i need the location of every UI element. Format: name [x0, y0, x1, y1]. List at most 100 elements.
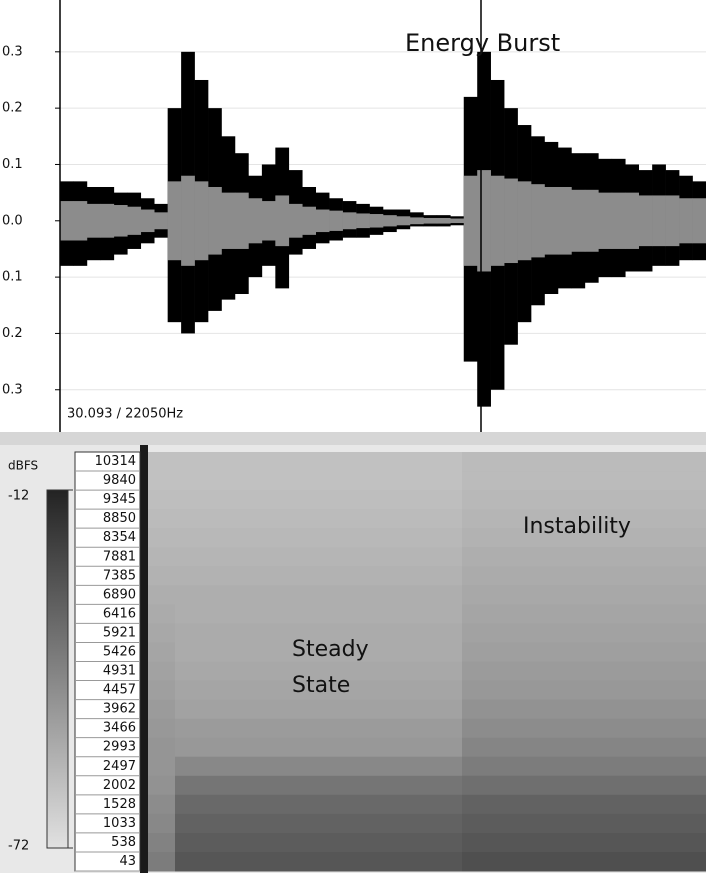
spectrogram-cell — [148, 718, 175, 739]
spectrogram-cell — [148, 661, 175, 682]
rms — [436, 217, 451, 224]
spectrogram-cell — [175, 775, 462, 796]
rms — [383, 215, 397, 227]
spectrogram-cell — [462, 794, 706, 815]
colorbar — [46, 489, 69, 849]
rms — [504, 178, 518, 264]
spectrogram-cell — [462, 471, 706, 491]
spectrogram-cell — [462, 585, 706, 605]
rms — [477, 170, 491, 272]
spectrogram-cell — [175, 680, 462, 701]
rms — [302, 206, 317, 235]
rms — [571, 189, 586, 252]
annotation: Steady — [292, 637, 369, 662]
spectrogram-cell — [462, 718, 706, 739]
spectrogram-cell — [175, 585, 462, 605]
spectrogram-cell — [462, 832, 706, 853]
spectrogram-cell — [175, 490, 462, 510]
spectrogram-cell — [175, 547, 462, 567]
frequency-label: 5921 — [103, 625, 136, 640]
rms — [100, 203, 115, 238]
annotation: State — [292, 673, 350, 698]
rms — [356, 213, 370, 229]
rms — [248, 198, 263, 244]
spectrogram-cell — [462, 680, 706, 701]
rms — [342, 212, 357, 230]
spectrogram-cell — [175, 832, 462, 853]
spectrogram-cell — [462, 452, 706, 472]
frequency-label: 538 — [111, 835, 136, 850]
rms — [463, 175, 478, 266]
colorbar-label: dBFS — [8, 459, 38, 473]
rms — [409, 217, 424, 225]
rms — [531, 184, 545, 258]
rms — [329, 210, 343, 231]
rms — [127, 206, 142, 235]
rms — [396, 216, 411, 226]
rms — [154, 212, 168, 230]
rms — [598, 192, 613, 249]
separator — [140, 445, 148, 873]
status: 30.093 / 22050Hz — [67, 407, 183, 422]
spectrogram-cell — [148, 680, 175, 701]
spectrogram-cell — [175, 794, 462, 815]
rms — [517, 181, 532, 261]
annotation: Energy Burst — [405, 29, 560, 57]
rms — [625, 192, 640, 249]
panel-divider — [0, 432, 706, 445]
spectrogram-cell — [462, 528, 706, 548]
spectrogram-cell — [462, 604, 706, 624]
frequency-label: 4931 — [103, 664, 136, 679]
spectrogram-cell — [148, 851, 175, 872]
spectrogram-cell — [462, 623, 706, 643]
rms — [638, 195, 653, 247]
rms — [234, 192, 249, 249]
spectrogram-cell — [462, 737, 706, 758]
spectrogram-cell — [148, 832, 175, 853]
rms — [167, 181, 182, 261]
spectrogram-cell — [175, 566, 462, 586]
frequency-label: 2002 — [103, 778, 136, 793]
rms — [60, 201, 74, 241]
rms — [86, 203, 101, 238]
spectrogram-cell — [462, 756, 706, 777]
spectrogram-cell — [175, 509, 462, 529]
spectrogram-cell — [462, 813, 706, 834]
rms — [652, 195, 666, 247]
frequency-label: 6416 — [103, 606, 136, 621]
spectrogram-cell — [462, 775, 706, 796]
spectrogram-cell — [462, 547, 706, 567]
spectrogram-cell — [175, 452, 462, 472]
spectrogram-cell — [148, 509, 175, 529]
spectrogram-cell — [175, 699, 462, 720]
rms — [665, 195, 680, 247]
spectrogram-cell — [148, 547, 175, 567]
frequency-label: 1033 — [103, 816, 136, 831]
spectrogram-cell — [148, 813, 175, 834]
frequency-label: 43 — [119, 854, 136, 869]
frequency-label: 8354 — [103, 530, 136, 545]
spectrogram-cell — [175, 737, 462, 758]
colorbar-tick-label: -12 — [8, 489, 29, 504]
y-tick-label: 0.3 — [2, 382, 23, 397]
rms — [73, 201, 88, 241]
frequency-label: 2497 — [103, 759, 136, 774]
spectrogram-cell — [148, 471, 175, 491]
colorbar-tick-label: -72 — [8, 839, 29, 854]
frequency-label: 6890 — [103, 587, 136, 602]
rms — [423, 217, 438, 224]
spectrogram-cell — [175, 813, 462, 834]
spectrogram-cell — [175, 623, 462, 643]
spectrogram-cell — [148, 775, 175, 796]
rms — [584, 189, 599, 252]
rms — [692, 198, 706, 244]
rms — [679, 198, 693, 244]
spectrogram-cell — [148, 623, 175, 643]
spectrogram-cell — [148, 452, 175, 472]
spectrogram-cell — [175, 471, 462, 491]
spectrogram-cell — [462, 642, 706, 662]
rms — [557, 186, 572, 255]
y-tick-label: 0.3 — [2, 44, 23, 59]
frequency-label: 10314 — [95, 454, 136, 469]
